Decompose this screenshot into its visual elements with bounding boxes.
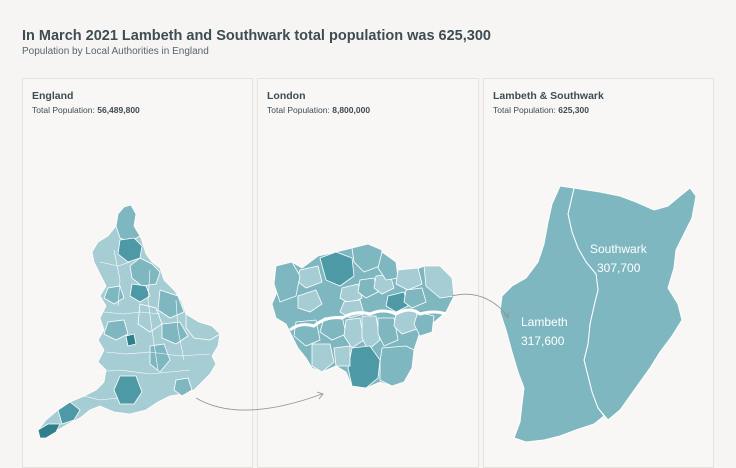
london-borough-sutton [333, 345, 351, 367]
london-borough-ealing [297, 289, 323, 313]
panel-england-title: England [32, 90, 74, 102]
england-region-west-midlands [103, 319, 129, 341]
england-region-london [173, 377, 193, 397]
lambeth-shape [499, 185, 605, 443]
panel-england-stat-label: Total Population: [32, 105, 95, 115]
london-borough-lewisham [377, 317, 399, 347]
england-region-north-east [115, 204, 141, 243]
london-borough-kingston [311, 343, 335, 373]
england-region-oxfordshire [113, 375, 143, 405]
panel-lambeth-southwark-stat-value: 625,300 [558, 105, 589, 115]
london-borough-waltham-forest [377, 251, 399, 281]
arrow-london-to-borough-head [503, 311, 510, 319]
southwark-value: 307,700 [597, 261, 641, 275]
panel-england-stat-value: 56,489,800 [97, 105, 140, 115]
england-boundaries [83, 249, 211, 401]
london-borough-bromley [379, 345, 415, 387]
london-borough-redbridge [395, 267, 423, 291]
arrow-england-to-london-head [316, 391, 324, 400]
connector-arrows [195, 293, 510, 411]
london-borough-hillingdon [273, 261, 301, 303]
lambeth-southwark-map: Southwark 307,700 Lambeth 317,600 [499, 185, 697, 443]
panel-england-stat: Total Population: 56,489,800 [32, 105, 140, 115]
arrow-england-to-london [195, 393, 323, 411]
maps-canvas: Southwark 307,700 Lambeth 317,600 [37, 185, 697, 443]
england-region-devon [57, 401, 81, 425]
southwark-name: Southwark [590, 242, 648, 256]
panel-lambeth-southwark-stat: Total Population: 625,300 [493, 105, 589, 115]
england-map [37, 204, 221, 439]
panel-lambeth-southwark-stat-label: Total Population: [493, 105, 556, 115]
london-borough-barnet [319, 251, 355, 287]
london-borough-havering [423, 265, 455, 299]
london-borough-lambeth [343, 317, 365, 349]
england-region-leeds [129, 283, 151, 303]
page-title: In March 2021 Lambeth and Southwark tota… [22, 28, 491, 44]
london-borough-newham [403, 287, 427, 309]
panel-lambeth-southwark-title: Lambeth & Southwark [493, 90, 604, 102]
london-borough-bexley [413, 311, 435, 337]
panel-london-stat: Total Population: 8,800,000 [267, 105, 370, 115]
england-outline [37, 204, 221, 439]
london-borough-tower-hamlets [385, 291, 409, 313]
river-thames [289, 308, 447, 332]
london-map [271, 243, 455, 389]
lambeth-value: 317,600 [521, 334, 565, 348]
panel-london-stat-value: 8,800,000 [332, 105, 371, 115]
england-region-birmingham [125, 333, 137, 347]
arrow-london-to-borough [451, 293, 509, 317]
england-region-cambridgeshire [161, 321, 189, 345]
england-region-cornwall [37, 423, 61, 439]
page-subtitle: Population by Local Authorities in Engla… [22, 46, 209, 57]
london-borough-southwark [361, 315, 381, 351]
england-region-norfolk [185, 313, 221, 341]
lambeth-name: Lambeth [521, 315, 568, 329]
london-borough-croydon [347, 345, 381, 389]
panel-london-stat-label: Total Population: [267, 105, 330, 115]
england-region-east-midlands [137, 303, 163, 333]
panel-london-title: London [267, 90, 306, 102]
london-borough-islington [357, 277, 379, 299]
